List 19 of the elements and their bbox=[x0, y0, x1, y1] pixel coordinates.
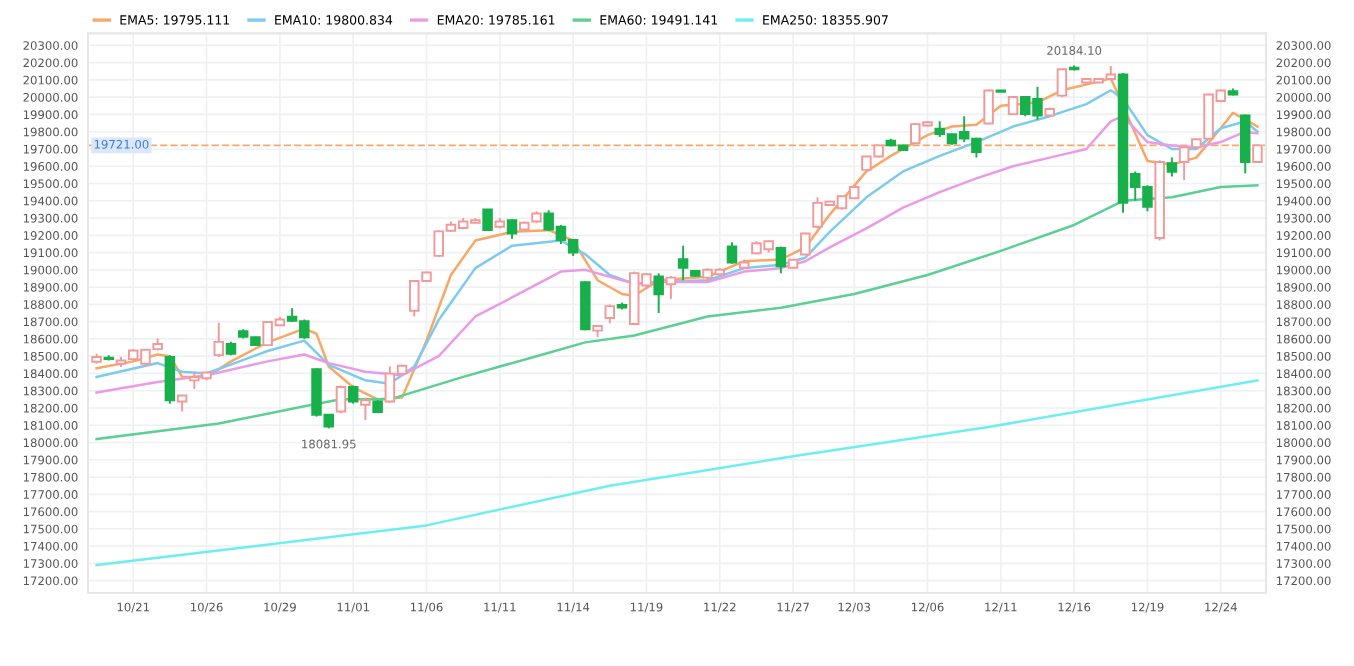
candlestick bbox=[335, 384, 347, 415]
candlestick bbox=[580, 280, 591, 332]
candlestick bbox=[360, 396, 371, 422]
candlestick bbox=[983, 88, 994, 125]
candlestick bbox=[677, 244, 689, 282]
line-series bbox=[95, 184, 1259, 441]
candlestick bbox=[164, 354, 176, 405]
line-series bbox=[95, 379, 1259, 567]
candlestick bbox=[1252, 143, 1263, 164]
candlestick bbox=[1166, 156, 1178, 178]
candlestick bbox=[213, 321, 225, 359]
candlestick bbox=[726, 241, 738, 265]
candlestick bbox=[653, 272, 664, 314]
candlestick bbox=[1239, 113, 1251, 175]
candlestick bbox=[665, 274, 677, 301]
candlestick bbox=[604, 303, 616, 325]
candlestick bbox=[775, 245, 787, 275]
candlestick bbox=[1056, 67, 1068, 99]
candlestick bbox=[506, 218, 518, 240]
